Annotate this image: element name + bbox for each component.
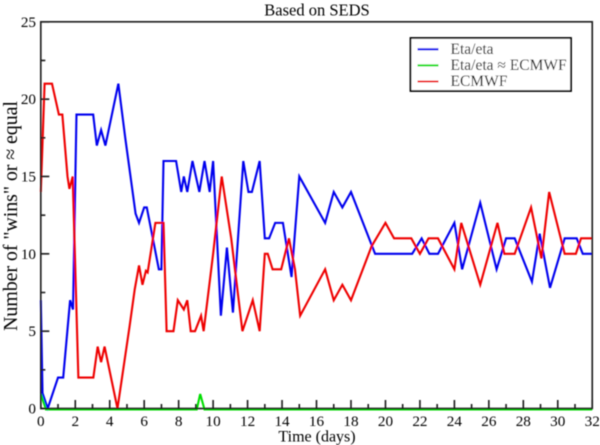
svg-text:2: 2 <box>71 413 79 430</box>
svg-text:Eta/eta: Eta/eta <box>451 41 494 58</box>
svg-text:22: 22 <box>412 413 427 430</box>
svg-text:Eta/eta ≈ ECMWF: Eta/eta ≈ ECMWF <box>451 57 568 74</box>
svg-text:20: 20 <box>378 413 394 430</box>
svg-text:14: 14 <box>274 413 290 430</box>
svg-text:6: 6 <box>140 413 148 430</box>
svg-text:32: 32 <box>585 413 600 430</box>
svg-text:0: 0 <box>28 401 36 418</box>
svg-text:8: 8 <box>175 413 183 430</box>
svg-text:26: 26 <box>481 413 497 430</box>
svg-text:24: 24 <box>447 413 463 430</box>
svg-text:0: 0 <box>37 413 45 430</box>
svg-text:16: 16 <box>309 413 325 430</box>
svg-text:5: 5 <box>28 323 36 340</box>
svg-text:25: 25 <box>21 14 36 31</box>
svg-text:28: 28 <box>516 413 532 430</box>
svg-text:Time (days): Time (days) <box>278 429 355 445</box>
svg-text:10: 10 <box>21 246 37 263</box>
svg-text:30: 30 <box>550 413 566 430</box>
svg-text:10: 10 <box>206 413 222 430</box>
svg-text:Number of "wins" or ≈ equal: Number of "wins" or ≈ equal <box>0 101 22 331</box>
svg-text:15: 15 <box>21 168 36 185</box>
svg-text:18: 18 <box>343 413 359 430</box>
svg-text:Based on SEDS: Based on SEDS <box>264 1 369 20</box>
svg-text:20: 20 <box>21 91 37 108</box>
svg-text:4: 4 <box>106 413 114 430</box>
svg-text:12: 12 <box>240 413 255 430</box>
svg-text:ECMWF: ECMWF <box>451 73 508 90</box>
